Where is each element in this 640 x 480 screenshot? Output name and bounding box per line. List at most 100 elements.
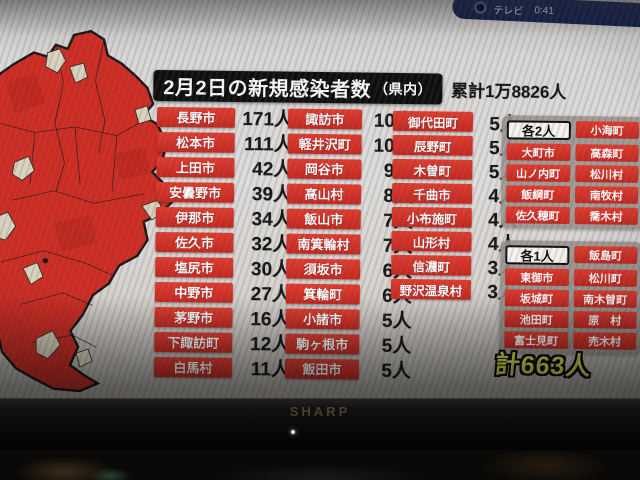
- table-row: 辰野町5人: [392, 133, 519, 159]
- municipality-label: 飯山市: [286, 208, 361, 229]
- municipality-label: 佐久市: [155, 231, 234, 253]
- municipality-label: 高山村: [286, 183, 362, 205]
- table-row: 佐久市 32人: [155, 229, 292, 256]
- tv-osd: テレビ 0:41: [451, 0, 640, 28]
- municipality-label: 信濃町: [391, 254, 472, 276]
- table-row: 駒ヶ根市 5人: [285, 331, 412, 358]
- table-row: 小諸市 5人: [285, 306, 412, 333]
- town-label: 佐久穂町: [505, 206, 570, 225]
- tv-bezel: SHARP: [0, 398, 640, 451]
- town-label: 高森町: [574, 144, 639, 162]
- page-title: 2月2日の新規感染者数: [163, 77, 372, 102]
- table-row: 白馬村 11人: [153, 354, 291, 381]
- municipality-label: 山形村: [391, 230, 472, 252]
- municipality-label: 千曲市: [391, 182, 473, 204]
- count-value: 34人: [251, 209, 292, 231]
- town-label: 東御市: [504, 268, 569, 287]
- town-label: 南木曽町: [573, 290, 637, 308]
- municipality-label: 小諸市: [285, 308, 360, 329]
- group-2-header: 各2人: [506, 120, 571, 141]
- municipality-label: 飯田市: [284, 358, 360, 379]
- osd-time: 0:41: [534, 4, 555, 17]
- table-row: 信濃町3人: [391, 253, 517, 279]
- town-label: 喬木村: [574, 207, 638, 225]
- cumulative-total: 累計1万8826人: [450, 81, 567, 103]
- count-value: 32人: [251, 234, 292, 256]
- clock-icon: [474, 1, 487, 14]
- municipality-label: 岡谷市: [287, 158, 362, 180]
- group-2-each-panel: 各2人 小海町 大町市 高森町 山ノ内町 松川村 飯綱町 南牧村 佐久穂町 喬木…: [500, 115, 640, 230]
- town-label: 原 村: [572, 311, 637, 329]
- table-row: 長野市 171人: [156, 104, 293, 131]
- municipality-label: 安曇野市: [155, 181, 235, 203]
- table-row: 安曇野市 39人: [155, 179, 293, 206]
- table-row: 御代田町5人: [392, 109, 519, 135]
- town-label: 小海町: [575, 121, 639, 139]
- count-value: 5人: [381, 360, 412, 383]
- table-row: 茅野市 16人: [154, 304, 291, 331]
- tv-screen: 2月2日の新規感染者数 （県内） 累計1万8826人 長野市 171人 松本市 11…: [0, 0, 640, 400]
- count-value: 42人: [252, 159, 293, 181]
- town-label: 南牧村: [574, 186, 639, 204]
- daily-total: 計663人: [493, 350, 593, 381]
- map-city-dot: [42, 258, 48, 264]
- table-row: 千曲市4人: [391, 181, 518, 207]
- municipality-label: 伊那市: [155, 206, 234, 228]
- municipality-label: 野沢温泉村: [390, 278, 472, 300]
- table-row: 伊那市 34人: [155, 204, 292, 231]
- municipality-label: 南箕輪村: [286, 233, 361, 254]
- power-led: [291, 430, 295, 434]
- table-row: 松本市 111人: [156, 129, 293, 156]
- town-label: 坂城町: [504, 289, 569, 308]
- municipality-label: 松本市: [156, 131, 235, 153]
- title-scope: （県内）: [374, 80, 433, 97]
- table-row: 飯田市 5人: [284, 356, 412, 383]
- group-1-each-panel: 各1人 飯島町 東御市 松川町 坂城町 南木曽町 池田町 原 村 富士見町 売木…: [499, 240, 640, 355]
- municipality-label: 箕輪町: [285, 283, 360, 304]
- osd-input-label: テレビ: [493, 4, 524, 18]
- municipality-label: 白馬村: [153, 356, 233, 378]
- count-value: 27人: [250, 284, 291, 306]
- municipality-label: 駒ヶ根市: [285, 333, 360, 354]
- municipality-label: 須坂市: [286, 258, 361, 279]
- municipality-label: 木曽町: [392, 158, 473, 180]
- town-label: 大町市: [506, 143, 571, 162]
- municipality-label: 塩尻市: [155, 256, 234, 278]
- count-value: 12人: [249, 334, 291, 356]
- title-box: 2月2日の新規感染者数 （県内）: [153, 69, 443, 105]
- table-row: 野沢温泉村3人: [390, 277, 517, 303]
- table-row: 木曽町5人: [392, 157, 518, 183]
- table-row: 山形村4人: [391, 229, 518, 255]
- town-label: 山ノ内町: [506, 164, 570, 183]
- municipality-label: 小布施町: [391, 206, 472, 228]
- municipality-label: 茅野市: [154, 306, 233, 328]
- town-label: 池田町: [504, 310, 569, 329]
- table-row: 上田市 42人: [156, 154, 292, 181]
- town-label: 松川村: [574, 165, 639, 183]
- table-row: 小布施町4人: [391, 205, 518, 231]
- count-value: 111人: [243, 134, 293, 156]
- town-label: 飯綱町: [505, 185, 570, 204]
- count-value: 5人: [381, 310, 412, 333]
- municipality-label: 辰野町: [392, 134, 473, 156]
- town-label: 飯島町: [573, 246, 638, 264]
- broadcast-graphic: 2月2日の新規感染者数 （県内） 累計1万8826人 長野市 171人 松本市 11…: [0, 0, 640, 393]
- table-row: 中野市 27人: [154, 279, 291, 306]
- municipality-label: 中野市: [154, 281, 233, 303]
- count-value: 11人: [250, 359, 291, 381]
- municipality-label: 諏訪市: [287, 108, 363, 130]
- count-column-1: 長野市 171人 松本市 111人 上田市 42人 安曇野市 39人 伊那市 34人 佐久…: [153, 104, 293, 381]
- municipality-label: 下諏訪町: [154, 331, 233, 353]
- count-value: 5人: [381, 335, 412, 358]
- municipality-label: 上田市: [156, 156, 235, 178]
- count-value: 30人: [250, 259, 292, 281]
- count-value: 16人: [250, 309, 291, 331]
- count-value: 39人: [251, 184, 293, 206]
- tv-brand-logo: SHARP: [289, 404, 351, 419]
- town-label: 松川町: [573, 269, 638, 287]
- municipality-label: 御代田町: [392, 110, 474, 132]
- table-row: 塩尻市 30人: [155, 254, 291, 281]
- prefecture-map: [0, 29, 174, 393]
- title-bar: 2月2日の新規感染者数 （県内） 累計1万8826人: [153, 69, 567, 106]
